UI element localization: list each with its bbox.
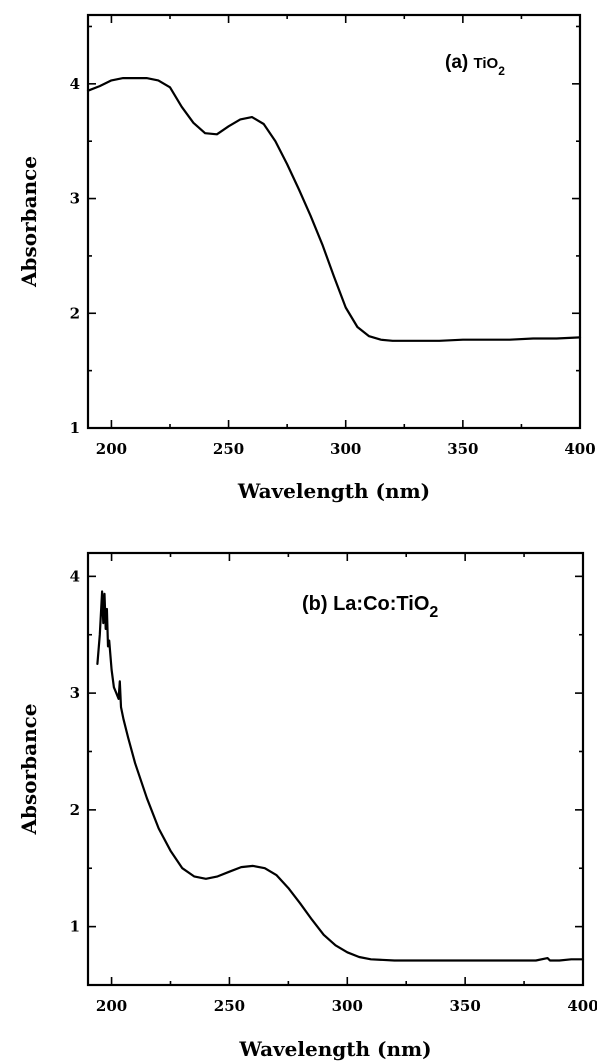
y-tick-label: 3 <box>70 684 80 702</box>
x-axis-label: Wavelength (nm) <box>237 479 430 503</box>
chart-panel-a: 200 250 300 350 400 1 2 3 4 Wavelength (nm) Absorb… <box>17 13 596 503</box>
plot-frame <box>86 551 585 987</box>
y-tick-label: 4 <box>70 75 80 93</box>
panel-annotation: (b) La:Co:TiO2 <box>302 593 438 621</box>
x-tick-label: 200 <box>96 997 127 1015</box>
x-tick-label: 350 <box>447 440 478 458</box>
y-tick-label: 1 <box>70 419 80 437</box>
y-tick-label: 4 <box>70 567 80 585</box>
y-tick-label: 1 <box>70 918 80 936</box>
x-tick-label: 300 <box>332 997 363 1015</box>
absorbance-curve <box>96 590 585 962</box>
panel-annotation: (a) TiO2 <box>445 52 505 78</box>
chart-panel-b: 200 250 300 350 400 1 2 3 4 Wavelength (nm) Absorb… <box>17 551 597 1061</box>
y-axis-label: Absorbance <box>17 156 41 288</box>
x-tick-label: 300 <box>330 440 361 458</box>
y-tick-label: 2 <box>70 801 80 819</box>
x-tick-label: 400 <box>567 997 597 1015</box>
y-tick-label: 3 <box>70 190 80 208</box>
absorbance-curve <box>86 77 582 342</box>
x-tick-label: 250 <box>214 997 245 1015</box>
x-axis-label: Wavelength (nm) <box>238 1037 431 1061</box>
x-tick-label: 400 <box>564 440 595 458</box>
plot-frame <box>86 13 582 430</box>
y-axis-label: Absorbance <box>17 703 41 835</box>
y-tick-label: 2 <box>70 304 80 322</box>
x-tick-label: 350 <box>449 997 480 1015</box>
x-tick-label: 200 <box>96 440 127 458</box>
x-tick-label: 250 <box>213 440 244 458</box>
